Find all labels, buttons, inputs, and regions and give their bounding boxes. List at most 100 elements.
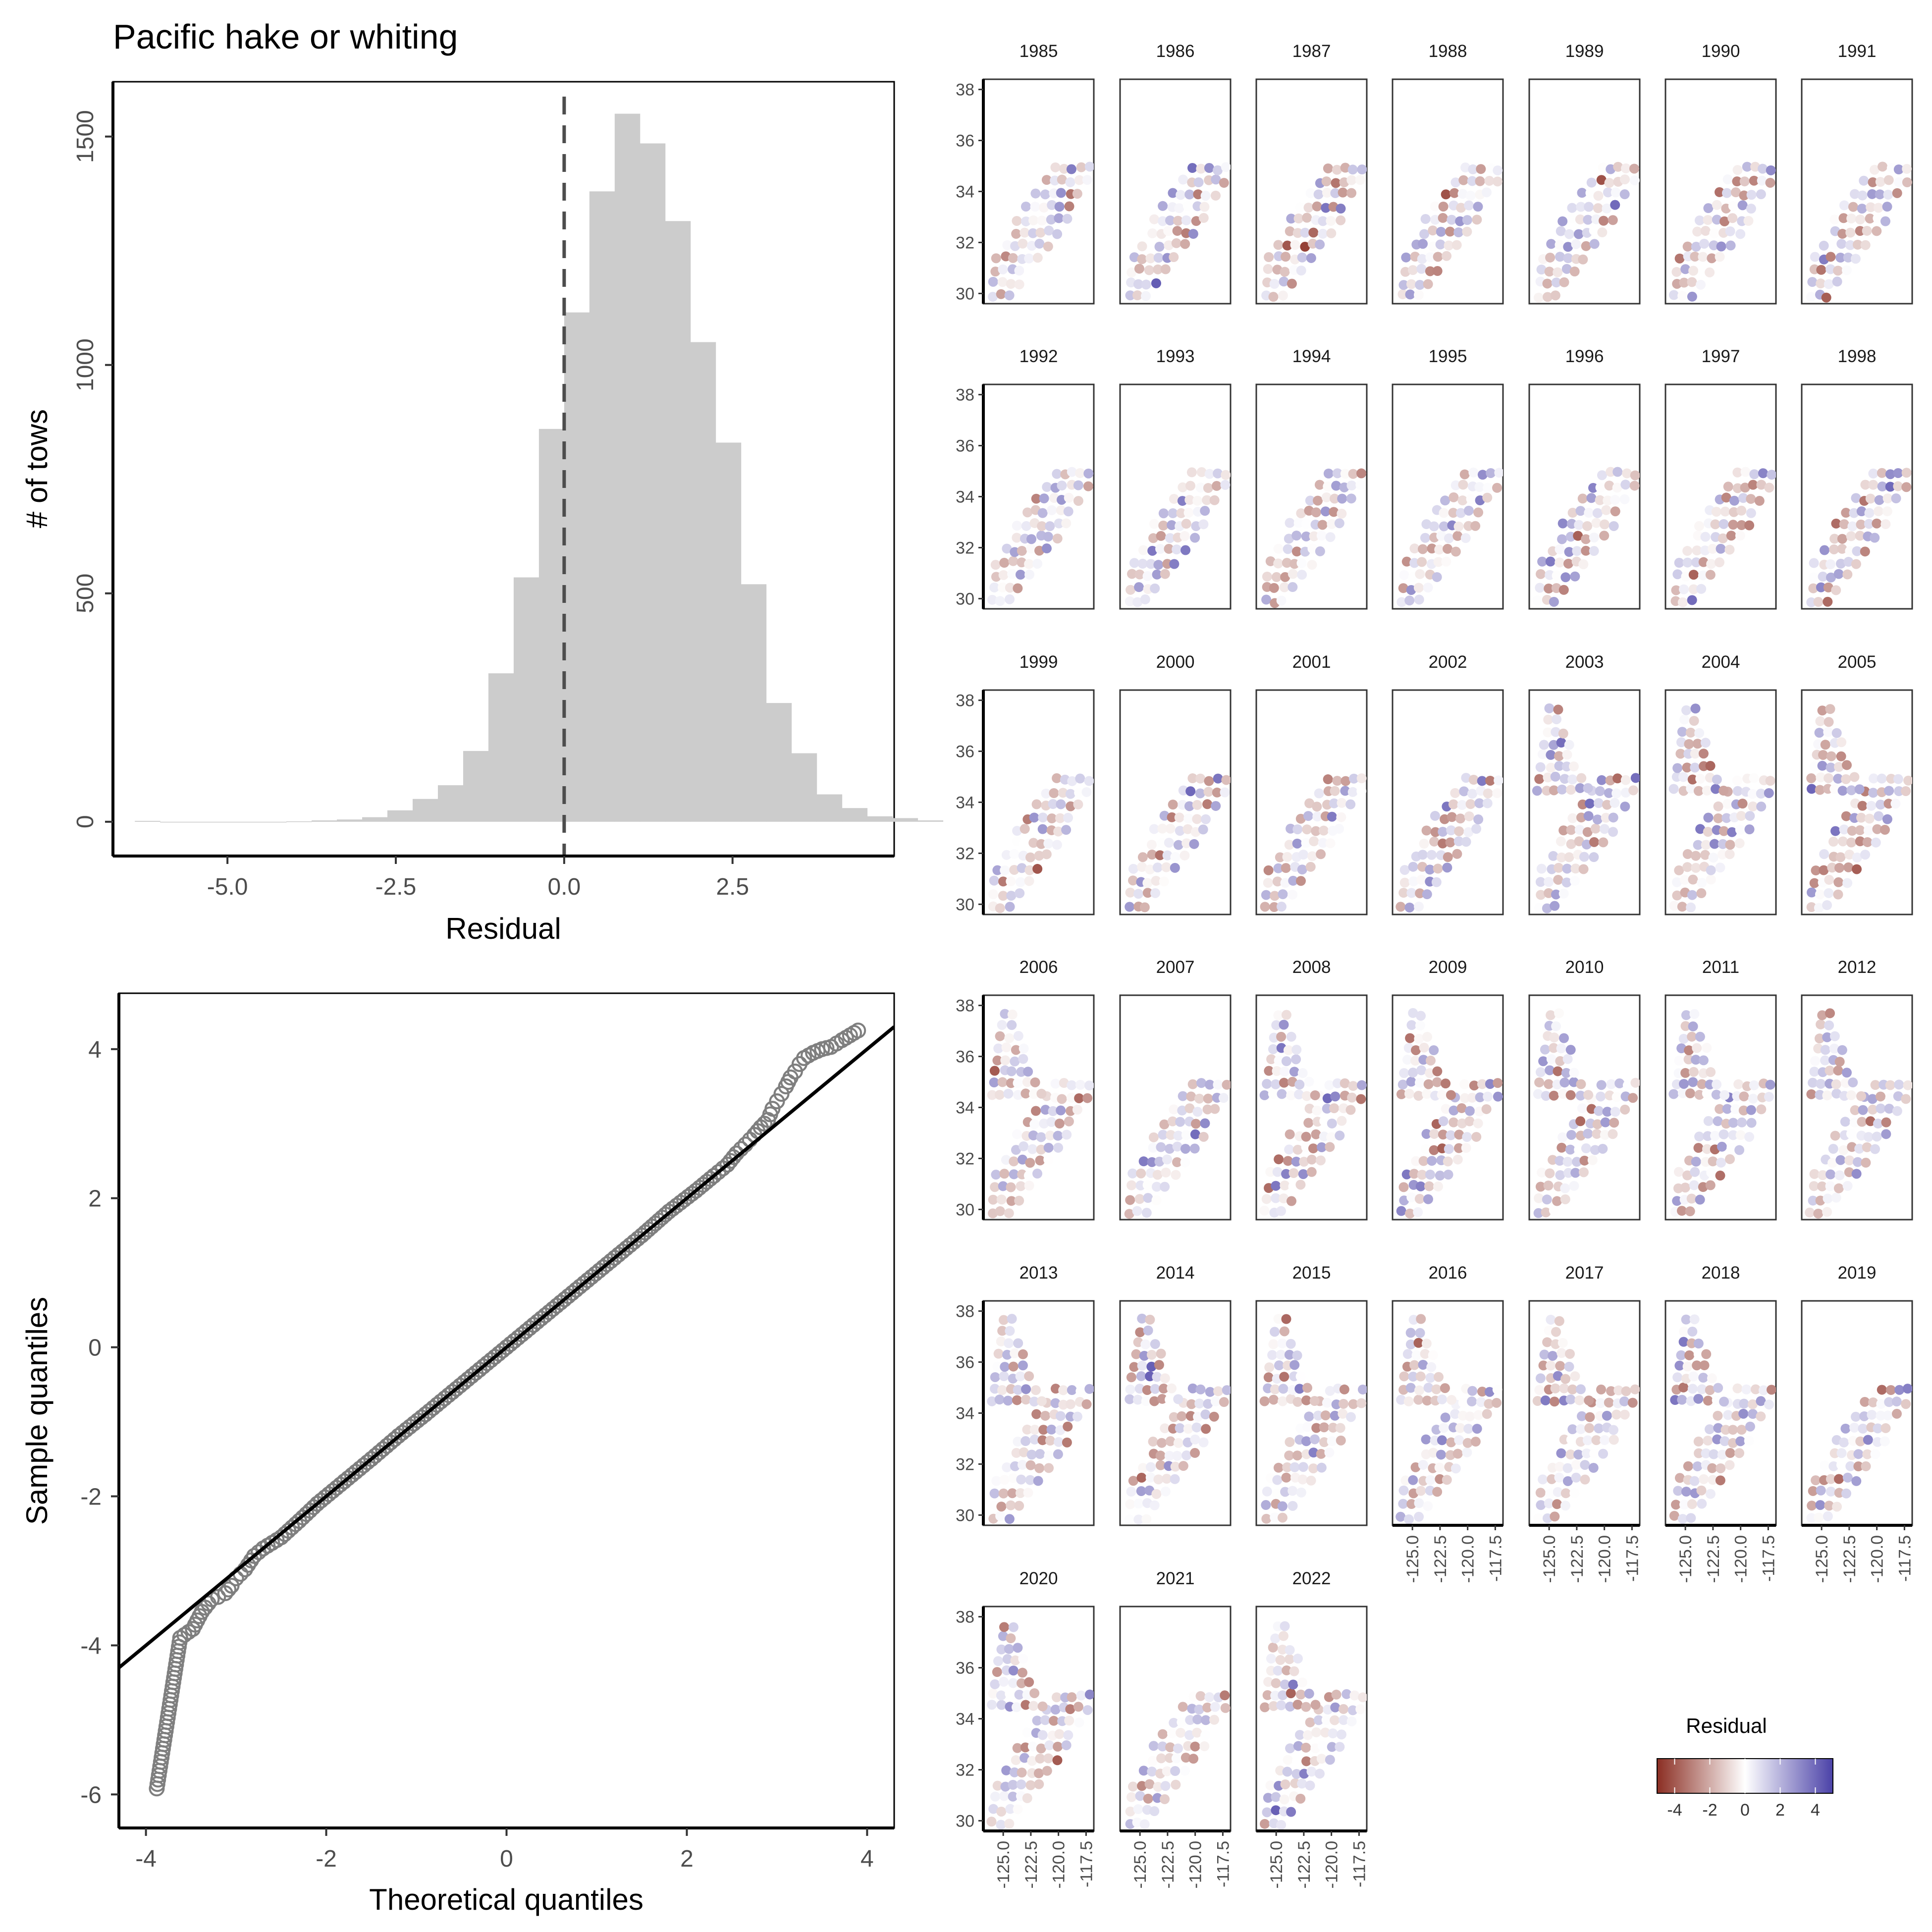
map-point — [1288, 1486, 1298, 1496]
map-point — [1836, 751, 1846, 761]
map-point — [1840, 1077, 1851, 1088]
map-point — [1702, 785, 1712, 796]
map-point — [1429, 1045, 1439, 1055]
map-point — [1045, 1130, 1056, 1141]
map-point — [1053, 1130, 1063, 1141]
map-point — [1461, 837, 1471, 847]
map-point — [1057, 481, 1067, 491]
map-point — [1543, 772, 1553, 783]
map-point — [1396, 1395, 1406, 1405]
map-panel-year-label: 1995 — [1429, 347, 1467, 366]
map-point — [1190, 1741, 1200, 1752]
map-point — [1870, 1449, 1880, 1459]
map-point — [1020, 201, 1031, 212]
map-point — [1453, 521, 1464, 532]
map-point — [1688, 1021, 1698, 1031]
map-point — [1575, 783, 1585, 793]
map-point — [1141, 279, 1151, 290]
map-point — [1687, 1499, 1697, 1509]
map-point — [1316, 1462, 1327, 1473]
map-point — [1562, 1157, 1573, 1167]
map-point — [1323, 468, 1334, 479]
map-panel-2004: 2004 — [1664, 652, 1777, 915]
map-point — [1355, 175, 1365, 185]
map-point — [1598, 837, 1609, 848]
map-point — [1731, 187, 1741, 198]
map-point — [1677, 902, 1687, 912]
map-point — [1276, 1349, 1286, 1360]
histogram-bar — [892, 818, 918, 822]
map-point — [1577, 493, 1588, 504]
map-point — [1546, 239, 1556, 249]
map-point — [1307, 851, 1318, 861]
map-point — [1433, 1181, 1444, 1192]
map-point — [1675, 749, 1686, 759]
map-points — [1259, 1314, 1367, 1524]
map-point — [1011, 1145, 1021, 1155]
map-point — [1148, 1741, 1159, 1751]
map-panel-1997: 1997 — [1664, 347, 1777, 610]
map-point — [1463, 827, 1474, 837]
map-point — [1868, 788, 1878, 798]
map-point — [1820, 740, 1830, 750]
map-point — [1459, 1079, 1470, 1089]
map-point — [1398, 583, 1408, 593]
map-point — [1346, 481, 1357, 491]
map-point — [1817, 1010, 1827, 1020]
map-point — [1082, 175, 1092, 185]
map-point — [1621, 1386, 1631, 1396]
map-point — [1585, 799, 1595, 809]
map-point — [1064, 492, 1074, 503]
map-point — [1156, 531, 1166, 541]
qq-x-ticks: -4 -2 0 2 4 — [135, 1828, 874, 1872]
map-point — [1008, 1678, 1019, 1688]
map-point — [1817, 1181, 1827, 1191]
map-point — [1024, 1371, 1034, 1381]
map-point — [1855, 226, 1865, 236]
map-point — [1147, 545, 1158, 556]
map-point — [1067, 467, 1077, 477]
map-point — [1461, 1143, 1471, 1153]
map-point — [1018, 1360, 1028, 1371]
map-point — [1148, 1437, 1158, 1447]
map-point — [1870, 1144, 1880, 1154]
map-point — [1815, 716, 1825, 726]
map-point — [1535, 877, 1546, 887]
map-x-tick-label: -122.5 — [1568, 1535, 1587, 1583]
map-point — [1276, 1206, 1287, 1216]
histogram-bar — [917, 820, 944, 822]
map-point — [1829, 1031, 1840, 1041]
map-point — [1579, 852, 1589, 862]
map-point — [1019, 1043, 1029, 1054]
map-point — [1857, 801, 1868, 811]
map-point — [1848, 1077, 1858, 1088]
map-point — [1280, 267, 1290, 277]
map-point — [1411, 1156, 1421, 1166]
map-point — [1263, 1372, 1274, 1383]
map-point — [1823, 727, 1833, 737]
map-point — [1475, 1092, 1485, 1103]
map-point — [1721, 492, 1731, 503]
map-points — [1396, 1008, 1503, 1219]
map-point — [1693, 840, 1703, 850]
map-point — [1744, 520, 1755, 531]
map-point — [1851, 1169, 1862, 1179]
map-point — [1872, 824, 1882, 834]
map-point — [1065, 789, 1075, 799]
map-point — [1270, 1512, 1280, 1523]
map-point — [1158, 216, 1168, 226]
map-point — [1715, 1475, 1725, 1486]
map-point — [1582, 827, 1593, 837]
map-point — [1878, 161, 1888, 172]
map-point — [1679, 1078, 1689, 1089]
map-point — [1083, 481, 1093, 491]
map-point — [1183, 508, 1194, 518]
map-point — [1484, 176, 1495, 186]
map-point — [1462, 1438, 1473, 1448]
map-point — [1221, 775, 1231, 785]
map-point — [1591, 214, 1602, 224]
map-point — [1442, 862, 1452, 873]
map-point — [1862, 1449, 1873, 1459]
map-point — [1006, 1500, 1016, 1510]
map-point — [1728, 1130, 1738, 1140]
